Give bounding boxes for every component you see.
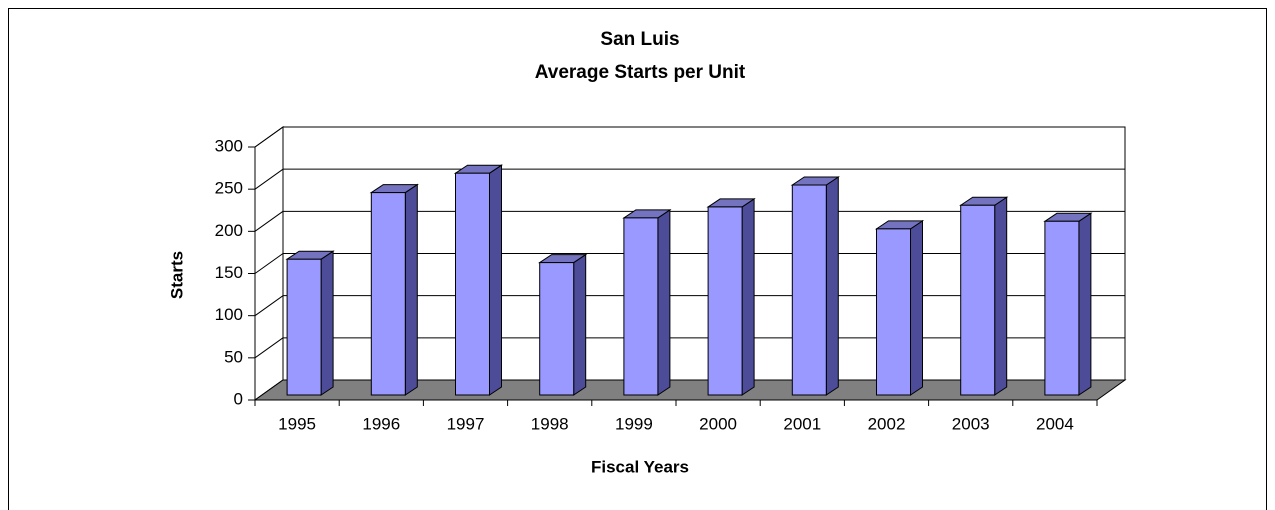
bar-side (320, 250, 334, 396)
bar-front (370, 192, 406, 396)
bar-front (1044, 220, 1080, 396)
x-tick-label: 1996 (362, 414, 400, 433)
x-tick-label: 2002 (868, 414, 906, 433)
side-grid-line (254, 168, 284, 190)
bar-front (791, 184, 827, 396)
bar-front (286, 258, 322, 396)
bar (706, 198, 756, 396)
bar-front (960, 204, 996, 396)
side-grid-line (254, 337, 284, 359)
x-tick-label: 1999 (615, 414, 653, 433)
y-tick-label: 0 (234, 389, 243, 408)
bar-front (876, 228, 911, 396)
bar (874, 219, 925, 396)
bar-side (741, 198, 755, 396)
side-grid-line (254, 126, 284, 148)
chart-border (8, 8, 1267, 510)
x-tick-label: 2000 (699, 414, 737, 433)
y-tick-label: 50 (224, 347, 243, 366)
bar-front (623, 217, 659, 396)
chart-subtitle: Average Starts per Unit (535, 62, 746, 83)
x-tick-label: 1995 (278, 414, 316, 433)
x-tick-label: 2003 (952, 414, 990, 433)
y-tick-label: 250 (215, 179, 243, 198)
bar (959, 196, 1009, 396)
bar-side (994, 196, 1008, 396)
bar-side (657, 208, 671, 396)
bar (622, 208, 672, 396)
x-tick-label: 2001 (783, 414, 821, 433)
x-axis-title: Fiscal Years (591, 457, 689, 476)
bar-front (539, 262, 575, 396)
bar (1043, 212, 1093, 396)
bar-side (1078, 212, 1092, 396)
bar (285, 250, 335, 396)
bar-side (825, 176, 839, 396)
bar-side (910, 219, 923, 396)
bar (369, 183, 419, 396)
y-tick-label: 300 (215, 136, 243, 155)
x-tick-label: 1998 (531, 414, 569, 433)
bar (790, 176, 840, 396)
bar-side (489, 164, 502, 396)
bar (538, 253, 588, 396)
chart-title: San Luis (600, 29, 679, 50)
bar-side (573, 253, 587, 396)
side-grid-line (254, 253, 284, 274)
bar-side (404, 183, 418, 396)
y-tick-label: 200 (215, 221, 243, 240)
side-grid-line (254, 295, 284, 317)
side-grid-line (254, 210, 284, 232)
bar-front (707, 206, 743, 396)
y-tick-label: 100 (215, 305, 243, 324)
x-tick-label: 2004 (1036, 414, 1074, 433)
x-tick-label: 1997 (447, 414, 485, 433)
bar-front (455, 172, 490, 396)
y-axis-title: Starts (167, 251, 186, 299)
bar (453, 164, 504, 396)
y-tick-label: 150 (215, 263, 243, 282)
